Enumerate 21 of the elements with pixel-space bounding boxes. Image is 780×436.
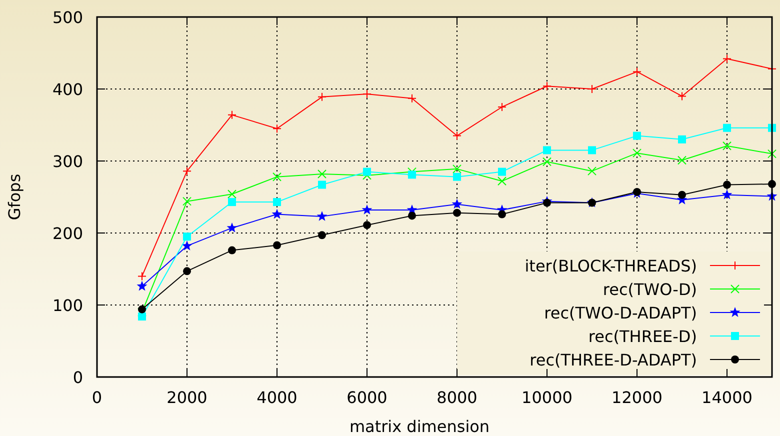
y-tick-label: 500 <box>52 8 83 27</box>
x-tick-label: 0 <box>92 388 102 407</box>
x-tick-label: 12000 <box>612 388 662 407</box>
x-tick-label: 4000 <box>256 388 298 407</box>
x-tick-label: 6000 <box>346 388 388 407</box>
x-tick-label: 14000 <box>702 388 752 407</box>
legend-label: rec(THREE-D-ADAPT) <box>530 350 697 370</box>
legend-label: iter(BLOCK-THREADS) <box>524 256 697 276</box>
y-tick-label: 400 <box>52 80 83 99</box>
x-axis-title: matrix dimension <box>349 417 490 436</box>
x-tick-label: 10000 <box>522 388 572 407</box>
legend-label: rec(THREE-D) <box>588 327 697 346</box>
y-tick-label: 200 <box>52 224 83 243</box>
y-axis-title: Gfops <box>5 174 24 220</box>
y-tick-label: 100 <box>52 296 83 315</box>
legend-label: rec(TWO-D-ADAPT) <box>544 304 697 322</box>
x-tick-label: 8000 <box>436 388 478 407</box>
y-tick-label: 300 <box>52 152 83 171</box>
legend-label: rec(TWO-D) <box>602 280 697 299</box>
y-tick-label: 0 <box>72 368 83 387</box>
x-tick-label: 2000 <box>166 388 208 407</box>
